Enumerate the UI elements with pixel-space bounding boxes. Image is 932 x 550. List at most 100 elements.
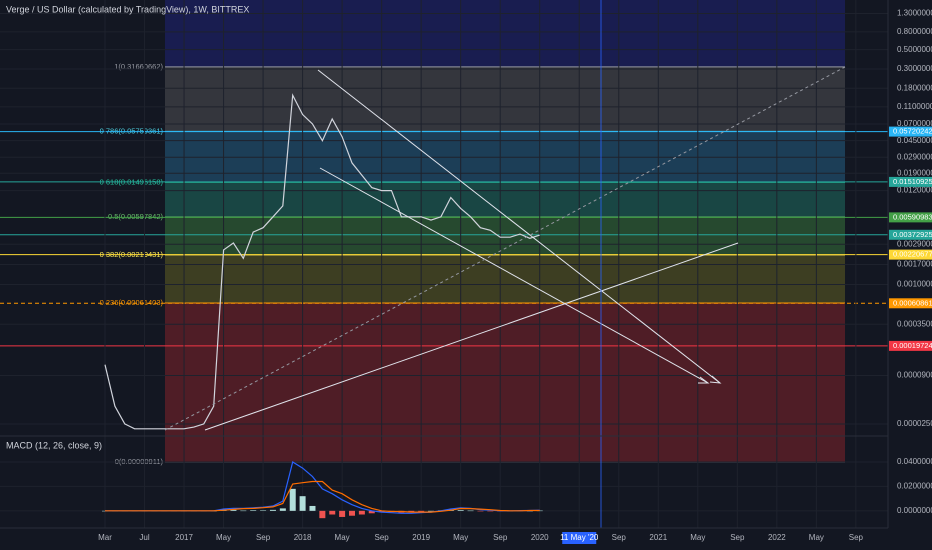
y-tick-label: 0.00170000 (897, 260, 932, 269)
grid (0, 0, 888, 528)
macd-histogram-bar (250, 510, 257, 511)
y-tick-label: 0.07000000 (897, 119, 932, 128)
x-tick-label: May (690, 533, 705, 542)
axes: 1.30000000 0.80000000 0.50000000 0.30000000… (98, 9, 932, 544)
macd-histogram-bar (487, 510, 494, 512)
y-tick-label: 0.01200000 (897, 186, 932, 195)
price-tag (889, 249, 932, 260)
fib-band (165, 254, 845, 303)
diagonal-line (164, 66, 846, 431)
x-tick-label: 2020 (531, 533, 549, 542)
price-tag (889, 126, 932, 137)
macd-title: MACD (12, 26, close, 9) (6, 440, 102, 450)
y-tick-label: 0.30000000 (897, 64, 932, 73)
x-tick-label: 2017 (175, 533, 193, 542)
x-tick-label: Sep (375, 533, 390, 542)
y-tick-label: 0.01900000 (897, 168, 932, 177)
y-tick-label: 0.02900000 (897, 152, 932, 161)
x-tick-label: 2018 (294, 533, 312, 542)
macd-histogram-bar (299, 496, 306, 511)
signal-line (105, 480, 540, 513)
chart-title: Verge / US Dollar (calculated by Trading… (6, 4, 249, 14)
price-tag-label: 0.00372925 (893, 230, 932, 239)
price-tag (889, 298, 932, 309)
price-tag-label: 0.05720242 (893, 127, 932, 136)
macd-histogram-bar (467, 510, 474, 512)
x-tick-label: May (809, 533, 824, 542)
macd-histogram-bar (418, 510, 425, 512)
price-tag-label: 0.00060861 (893, 298, 932, 307)
price-tag (889, 340, 932, 351)
price-tag-label: 0.00220677 (893, 250, 932, 259)
x-tick-label: Sep (612, 533, 627, 542)
macd-histogram-bar (428, 510, 435, 512)
fib-band (165, 66, 845, 132)
x-tick-label: 2019 (412, 533, 430, 542)
macd-histogram-bar (240, 510, 247, 512)
price-tag (889, 176, 932, 187)
x-tick-label: Jul (139, 533, 149, 542)
macd-histogram-bar (289, 488, 296, 511)
y-tick-label: 0.02000000 (897, 482, 932, 491)
arrow-head (698, 375, 722, 384)
macd-histogram-bar (329, 510, 336, 515)
x-tick-label: Sep (730, 533, 745, 542)
y-tick-label: 0.04000000 (897, 457, 932, 466)
fib-band (165, 0, 845, 67)
y-tick-label: 1.30000000 (897, 9, 932, 18)
macd-histogram-bar (408, 510, 415, 513)
macd-histogram-bar (349, 510, 355, 516)
fib-label: 0.236(0.00061403) (100, 298, 164, 307)
macd-histogram-bar (260, 510, 267, 511)
y-tick-label: 0.00100000 (897, 280, 932, 289)
y-tick-label: 0.00035000 (897, 319, 932, 328)
trend-line (204, 242, 739, 431)
x-tick-label: May (216, 533, 231, 542)
macd-histogram-bar (378, 510, 385, 513)
y-tick-label: 0.18000000 (897, 83, 932, 92)
x-tick-label: 2022 (768, 533, 786, 542)
macd-histogram-bar (279, 508, 286, 511)
y-tick-label: 0.00290000 (897, 239, 932, 248)
price-tag (889, 229, 932, 240)
x-tick-label: Sep (256, 533, 271, 542)
macd-histogram-bar (457, 510, 464, 511)
x-tick-label: 11 May '20 (560, 533, 599, 542)
macd-histogram-bar (368, 510, 375, 514)
macd-histogram-bar (309, 505, 316, 511)
drawings (164, 66, 846, 431)
price-tag-label: 0.01510925 (893, 177, 932, 186)
fib-bands: 1(0.31660662)0.786(0.05759361)0.618(0.01… (100, 0, 845, 466)
fib-band (165, 302, 845, 463)
cursor-tag (562, 532, 597, 544)
price-tag-label: 0.00019724 (893, 341, 932, 350)
y-tick-label: 0.00000000 (897, 506, 932, 515)
macd-histogram-bar (339, 510, 346, 517)
x-tick-label: Sep (493, 533, 508, 542)
fib-label: 1(0.31660662) (114, 62, 163, 71)
macd-histogram-bar (269, 509, 276, 511)
macd-histogram-bar (477, 510, 484, 512)
y-tick-label: 0.00009000 (897, 371, 932, 380)
price-tag (889, 212, 932, 223)
y-tick-label: 0.11000000 (897, 102, 932, 111)
x-tick-label: May (335, 533, 350, 542)
fib-band (165, 182, 845, 217)
x-tick-label: Sep (849, 533, 864, 542)
x-tick-label: 2021 (649, 533, 667, 542)
x-tick-label: Mar (98, 533, 112, 542)
macd-histogram-bar (536, 510, 543, 512)
fib-label: 0.786(0.05759361) (100, 126, 164, 135)
macd-histogram-bar (319, 510, 326, 519)
price-tag-label: 0.00590983 (893, 212, 932, 221)
y-tick-label: 0.80000000 (897, 27, 932, 36)
x-tick-label: May (453, 533, 468, 542)
y-tick-label: 0.50000000 (897, 45, 932, 54)
marks (102, 93, 543, 519)
y-tick-label: 0.00002500 (897, 419, 932, 428)
price-line (104, 93, 540, 430)
trend-line (317, 69, 721, 384)
trend-line (319, 167, 709, 384)
fib-label: 0.5(0.00597842) (108, 212, 164, 221)
